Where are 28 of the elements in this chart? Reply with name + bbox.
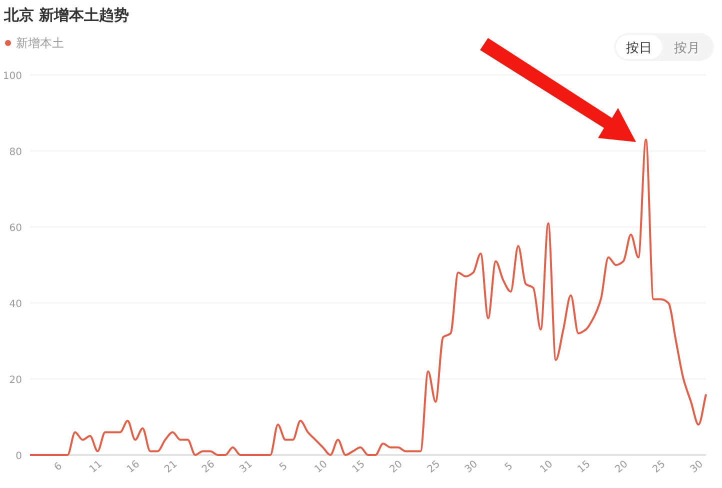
x-tick-label: 20	[613, 458, 630, 476]
x-tick-label: 10	[538, 458, 556, 476]
y-tick-label: 20	[9, 375, 22, 386]
y-tick-label: 40	[9, 299, 22, 310]
text: 按日	[626, 41, 652, 56]
x-tick-label: 26	[200, 458, 218, 476]
x-tick-label: 20	[388, 458, 405, 476]
y-tick-label: 60	[9, 223, 22, 234]
chart-title: 北京 新增本土趋势	[3, 6, 130, 24]
x-tick-label: 5	[278, 460, 290, 474]
y-tick-label: 0	[16, 451, 22, 462]
legend-label: 新增本土	[16, 36, 64, 50]
y-tick-label: 80	[9, 147, 22, 158]
x-tick-label: 5	[503, 460, 516, 474]
x-tick-label: 11	[88, 458, 104, 476]
x-tick-label: 30	[463, 458, 480, 476]
x-tick-label: 16	[125, 458, 142, 476]
text: 按月	[674, 41, 700, 56]
x-tick-label: 25	[650, 458, 668, 476]
y-tick-label: 100	[2, 71, 22, 82]
x-tick-label: 25	[426, 458, 442, 476]
x-tick-label: 31	[238, 458, 255, 476]
x-tick-label: 21	[162, 458, 180, 476]
x-tick-label: 10	[312, 458, 330, 476]
x-tick-label: 30	[688, 458, 706, 476]
x-tick-label: 6	[52, 460, 64, 474]
x-tick-label: 15	[350, 458, 368, 476]
x-tick-label: 15	[576, 458, 593, 476]
